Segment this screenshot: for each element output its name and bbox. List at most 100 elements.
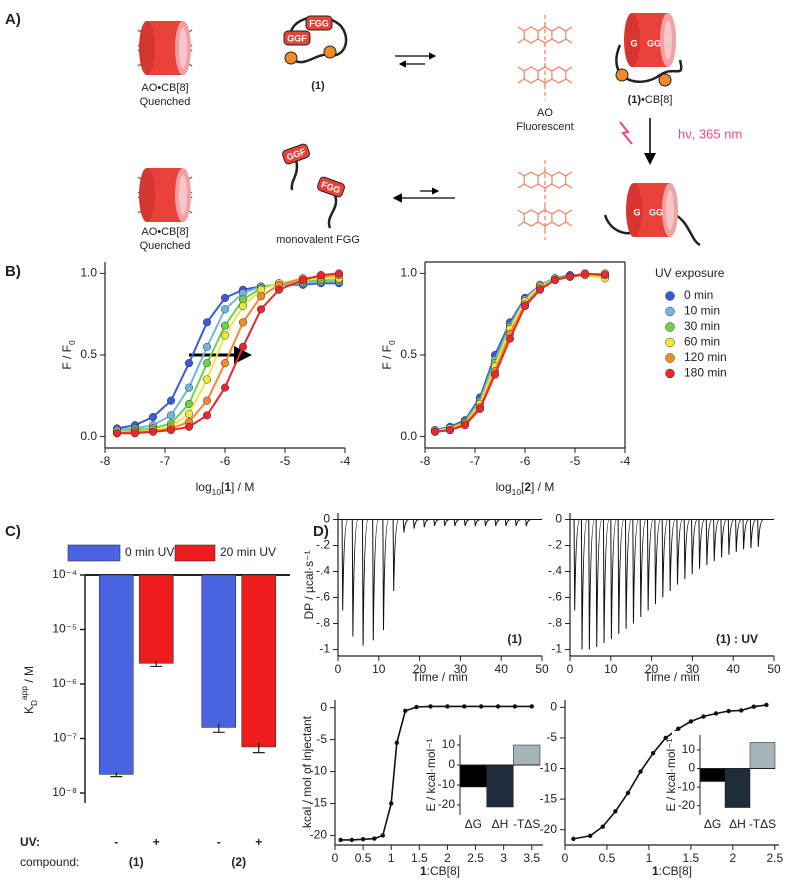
peak [433, 519, 440, 527]
point [184, 359, 194, 368]
tag-text: FGG [309, 18, 329, 28]
peak [683, 519, 691, 580]
peak [372, 519, 379, 641]
point [220, 321, 230, 330]
label-part: [ [221, 480, 225, 494]
point [238, 342, 248, 351]
point [148, 427, 158, 436]
point [713, 711, 719, 716]
label-part: :CB[8] [427, 864, 460, 878]
y-tick-label: -15 [540, 791, 558, 805]
axes [334, 700, 543, 846]
peak [361, 519, 369, 646]
equilibrium [395, 52, 437, 68]
bar [699, 768, 726, 782]
peak [588, 519, 595, 650]
x-tick-label: 2 [444, 851, 451, 865]
peak [639, 519, 647, 618]
peak [573, 519, 581, 611]
label-part: 1 [224, 480, 231, 494]
legend-swatch [665, 322, 675, 332]
y-axis-label: E / kcal·mol⁻¹ [664, 738, 678, 811]
peak [494, 519, 501, 527]
point [202, 375, 212, 384]
bead [284, 51, 298, 65]
point [389, 801, 394, 806]
label: (1) [311, 80, 325, 92]
peak [443, 519, 450, 527]
legend-label: 30 min [684, 319, 720, 333]
peak [713, 519, 720, 562]
point [520, 302, 530, 311]
peak [595, 519, 603, 647]
x-tick-label: 50 [767, 662, 781, 676]
point [202, 396, 212, 405]
peak [669, 519, 676, 592]
x-axis-label: log10[1] / M [196, 480, 255, 497]
y-tick-label: 0 [550, 700, 557, 714]
panel-label: C) [5, 523, 21, 540]
x-tick-label: -TΔS [513, 817, 540, 831]
y-tick-label: -5 [546, 730, 557, 744]
x-tick-label: 2.5 [766, 851, 783, 865]
x-tick-label: 0.5 [599, 851, 616, 865]
y-tick-label: -.6 [316, 590, 330, 604]
peak [661, 519, 669, 598]
x-tick-label: -7 [470, 454, 481, 468]
peptide [289, 15, 348, 64]
point [220, 383, 230, 392]
label-part: K [22, 706, 36, 714]
point [580, 269, 590, 278]
bar [138, 574, 174, 664]
point [130, 429, 140, 438]
x-tick-label: ΔH [492, 817, 509, 831]
x-tick-label: 10 [604, 662, 618, 676]
y-tick-label: -.2 [548, 538, 562, 552]
y-tick-label: -.8 [548, 616, 562, 630]
x-tick-label: 10 [372, 662, 386, 676]
tag-text: GGF [287, 33, 307, 43]
y-tick-label: -.8 [316, 616, 330, 630]
x-tick-label: -5 [570, 454, 581, 468]
point [688, 719, 694, 724]
label: AO [537, 107, 553, 119]
peak [676, 519, 684, 585]
label: Quenched [140, 240, 191, 252]
peak [610, 519, 618, 640]
bead [615, 68, 629, 82]
tag-text: GG [649, 207, 663, 217]
x-tick-label: ΔG [704, 817, 721, 831]
point [202, 342, 212, 351]
y-tick-label: 0.0 [400, 429, 417, 443]
y-axis-label: kcal / mol of injectant [300, 715, 314, 828]
point [462, 704, 467, 709]
legend-swatch [665, 368, 675, 379]
peak [412, 519, 420, 529]
label: Quenched [140, 96, 191, 108]
y-tick-label: 10 [442, 737, 456, 751]
point [338, 837, 343, 843]
peak [392, 519, 400, 592]
x-tick-label: 0 [332, 851, 339, 865]
x-tick-label: 0 [335, 662, 342, 676]
y-tick-label: 10 [682, 742, 696, 756]
panel-label: D) [313, 523, 329, 540]
legend-label: 60 min [684, 335, 720, 349]
point [403, 708, 408, 714]
point [445, 704, 450, 709]
point [550, 275, 560, 284]
series-line [434, 274, 606, 432]
peak [525, 519, 532, 527]
point [475, 404, 485, 413]
x-tick-label: (2) [231, 855, 246, 869]
peak [423, 519, 430, 528]
peak [402, 519, 410, 533]
label-part: 2 [524, 480, 531, 494]
cb8 [139, 168, 191, 222]
peptide [615, 44, 683, 83]
equilibrium [392, 187, 455, 203]
y-axis-label: E / kcal·mol⁻¹ [424, 738, 438, 811]
label-part: ] / M [531, 480, 554, 494]
annotation: (1) [507, 632, 522, 646]
